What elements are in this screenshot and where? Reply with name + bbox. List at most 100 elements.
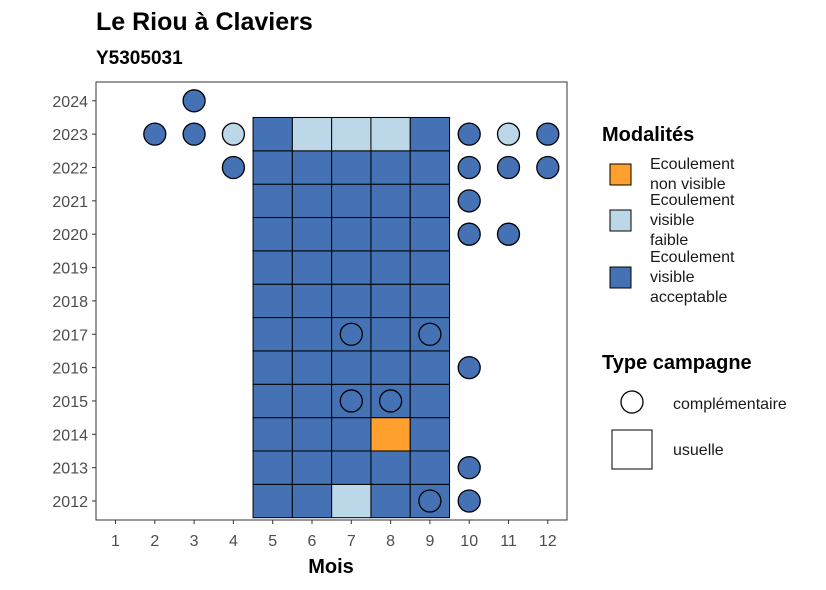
legend-key-square [611,429,653,470]
point-complementaire [496,122,521,146]
point-complementaire [457,455,481,480]
point-complementaire [536,155,560,180]
tile-usuelle [331,150,372,185]
tile-usuelle [331,283,372,319]
tile-usuelle [370,116,411,152]
tile-usuelle [291,150,333,185]
point-complementaire [221,122,246,146]
tile-usuelle [291,283,333,319]
tile-usuelle [409,450,451,485]
tile-usuelle [370,183,411,219]
y-tick-label: 2016 [52,361,88,378]
x-tick-label: 8 [386,533,395,550]
legend-campagne-title: Type campagne [602,352,752,374]
tile-usuelle [331,217,372,252]
legend-label-acceptable: acceptable [650,289,727,306]
y-tick-label: 2019 [52,261,88,278]
point-complementaire [182,89,206,113]
point-complementaire [418,489,442,513]
legend-modalites-title: Modalités [602,124,694,146]
tile-usuelle [370,483,411,519]
tile-usuelle [252,217,293,252]
chart-subtitle: Y5305031 [96,48,183,69]
y-tick-label: 2017 [52,327,88,344]
tile-usuelle [291,250,333,285]
tile-usuelle [291,417,333,452]
point-complementaire [457,222,481,246]
y-tick-label: 2018 [52,294,88,311]
x-tick-label: 7 [347,533,356,550]
x-axis-label: Mois [308,556,354,578]
chart-title: Le Riou à Claviers [96,8,313,36]
tile-usuelle [331,250,372,285]
point-complementaire [457,189,481,213]
tile-usuelle [409,250,451,285]
point-complementaire [496,222,521,246]
x-tick-label: 3 [190,533,199,550]
x-tick-label: 10 [460,533,478,550]
point-complementaire [496,155,521,180]
tile-usuelle [252,417,293,452]
point-complementaire [536,122,560,146]
point-complementaire [339,389,363,413]
tile-usuelle [252,350,293,385]
x-tick-label: 2 [150,533,159,550]
legend-label-faible: faible [650,232,688,249]
tile-usuelle [370,150,411,185]
y-tick-label: 2022 [52,161,88,178]
tile-usuelle [370,450,411,485]
point-complementaire [457,489,481,513]
tile-usuelle [252,483,293,519]
y-tick-label: 2023 [52,127,88,144]
tile-usuelle [370,417,411,452]
y-tick-label: 2020 [52,227,88,244]
tile-usuelle [252,383,293,419]
legend-label-acceptable: Ecoulement [650,249,735,266]
legend-label-non_visible: non visible [650,176,726,193]
point-complementaire [378,389,403,413]
tile-usuelle [409,150,451,185]
y-tick-label: 2012 [52,494,88,511]
tile-usuelle [291,483,333,519]
legend-key-acceptable [609,266,632,289]
tile-usuelle [291,317,333,352]
tile-usuelle [409,350,451,385]
plot-area: 2012 2013 2014 2015 2016 2017 2018 2019 2020 2021… [52,81,568,550]
legend-label-non_visible: Ecoulement [650,156,735,173]
legend-key-faible [609,209,632,232]
tile-usuelle [331,483,372,519]
tile-usuelle [252,116,293,152]
legend-label-faible: Ecoulement [650,192,735,209]
y-tick-label: 2015 [52,394,88,411]
legend-label-usuelle: usuelle [673,442,724,459]
point-complementaire [457,355,481,380]
x-tick-label: 12 [539,533,557,550]
x-tick-label: 11 [500,533,517,550]
tile-usuelle [291,116,333,152]
tile-usuelle [409,116,451,152]
legend-label-complementaire: complémentaire [673,396,787,413]
point-complementaire [221,155,246,180]
tile-usuelle [370,217,411,252]
legend-key-non_visible [609,163,632,186]
tile-usuelle [370,350,411,385]
tile-usuelle [331,350,372,385]
tile-usuelle [291,217,333,252]
tile-usuelle [331,183,372,219]
tile-usuelle [252,450,293,485]
tile-usuelle [252,317,293,352]
tile-usuelle [409,183,451,219]
y-tick-label: 2013 [52,461,88,478]
tile-usuelle [331,417,372,452]
tile-usuelle [331,450,372,485]
tile-usuelle [409,217,451,252]
tile-usuelle [252,183,293,219]
tile-usuelle [291,450,333,485]
tile-usuelle [252,150,293,185]
legend-label-acceptable: visible [650,269,695,286]
point-complementaire [182,122,206,146]
point-complementaire [339,322,363,346]
tile-usuelle [370,317,411,352]
